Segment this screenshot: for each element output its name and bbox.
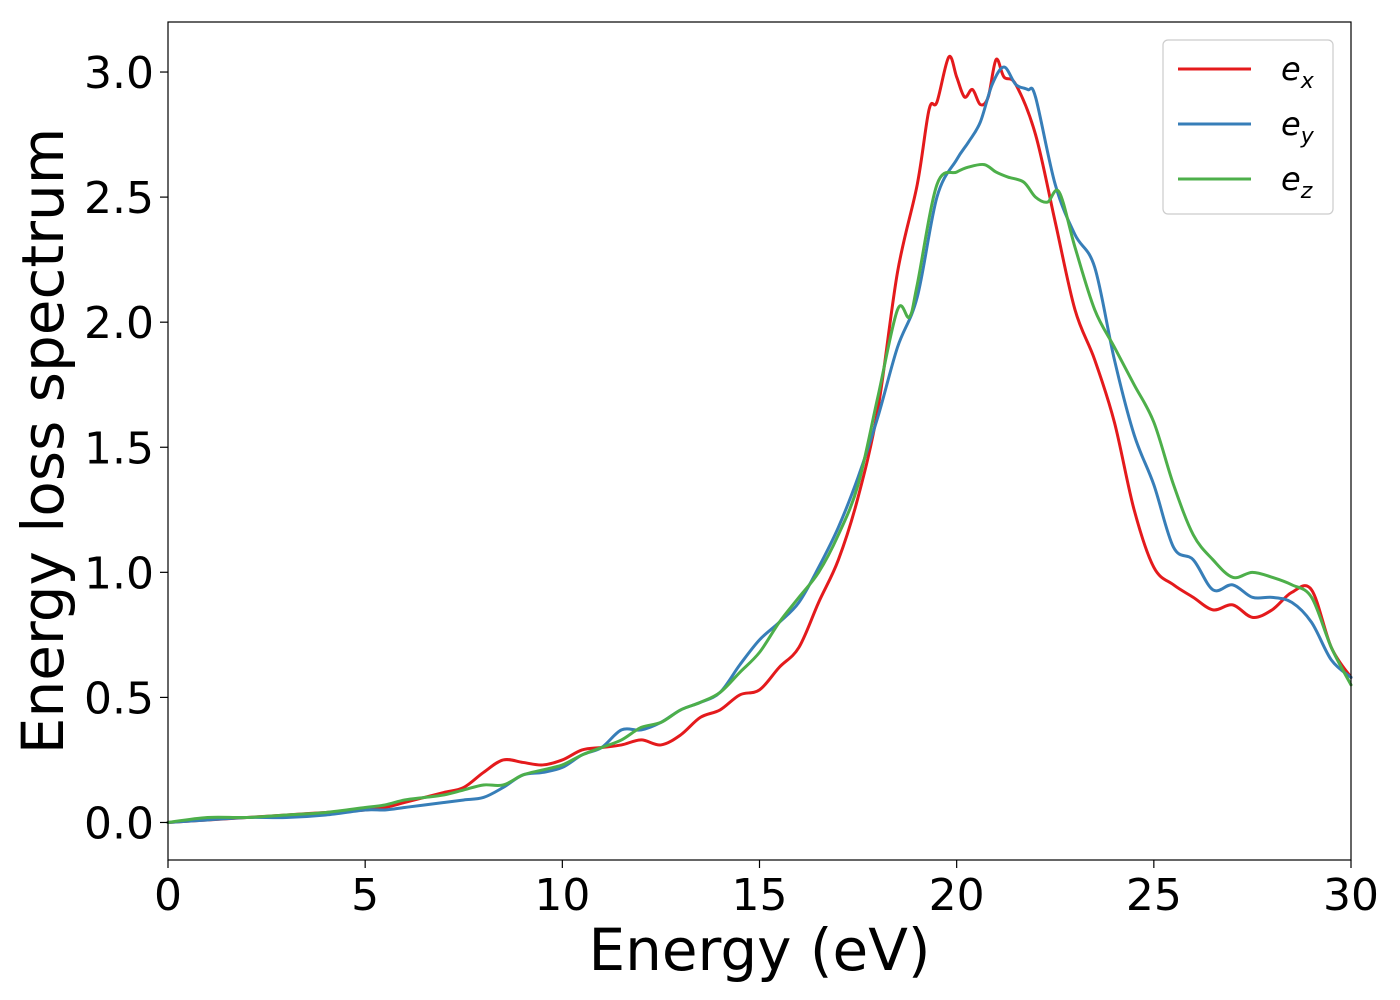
y-tick-label: 1.0 — [84, 548, 154, 599]
y-tick-label: 0.0 — [84, 798, 154, 849]
y-tick-label: 1.5 — [84, 423, 154, 474]
series-line-z — [166, 162, 1353, 824]
y-tick-label: 2.0 — [84, 298, 154, 349]
x-tick-label: 0 — [154, 870, 182, 921]
y-axis-ticks: 0.0 0.5 1.0 1.5 2.0 2.5 3.0 — [84, 48, 168, 849]
plot-background — [168, 22, 1351, 860]
x-axis-label: Energy (eV) — [588, 916, 930, 984]
x-tick-label: 30 — [1323, 870, 1379, 921]
series-line-y — [166, 65, 1353, 824]
x-tick-label: 5 — [351, 870, 379, 921]
legend-label-subscript: z — [1300, 179, 1313, 204]
x-tick-label: 20 — [929, 870, 985, 921]
legend-box — [1162, 39, 1334, 215]
legend-label-subscript: y — [1300, 124, 1315, 149]
y-tick-label: 0.5 — [84, 673, 154, 724]
y-tick-label: 3.0 — [84, 48, 154, 99]
series-lines — [166, 54, 1353, 824]
y-tick-label: 2.5 — [84, 173, 154, 224]
x-tick-label: 10 — [534, 870, 590, 921]
legend-label-subscript: x — [1300, 69, 1315, 94]
series-line-x — [166, 54, 1353, 824]
y-axis-label: Energy loss spectrum — [9, 128, 77, 754]
x-tick-label: 15 — [732, 870, 788, 921]
x-tick-label: 25 — [1126, 870, 1182, 921]
x-axis-ticks: 0 5 10 15 20 25 30 — [154, 860, 1379, 921]
